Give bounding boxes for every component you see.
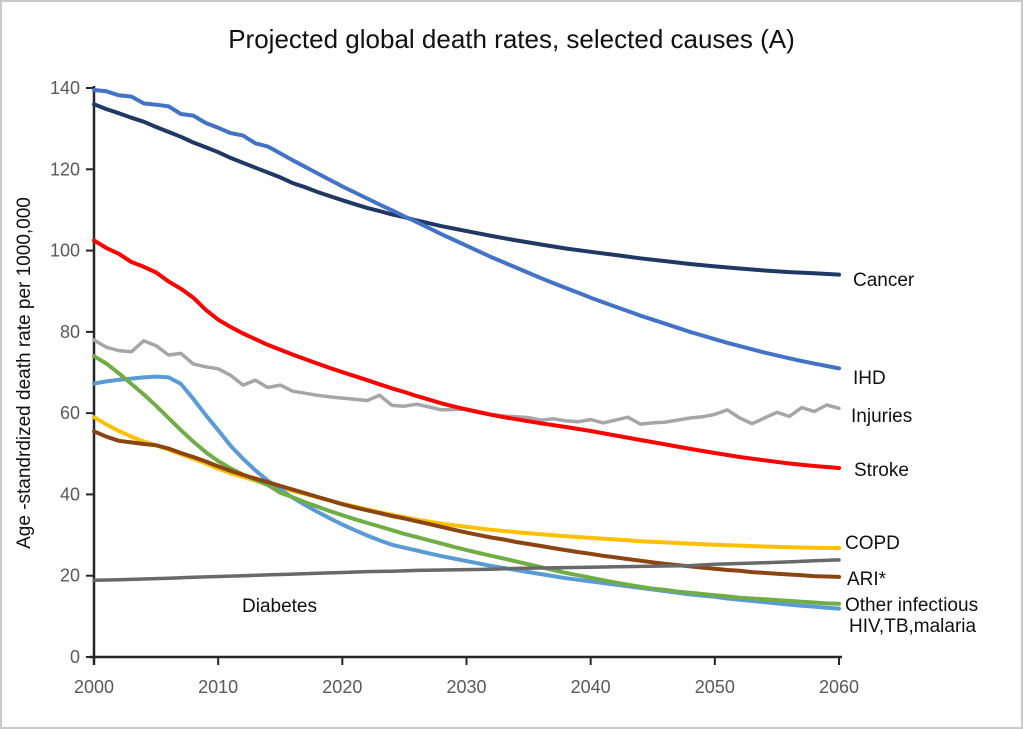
- series-label-injuries: Injuries: [851, 406, 912, 427]
- y-tick-label-100: 100: [50, 241, 80, 261]
- x-tick-label-2050: 2050: [695, 677, 735, 697]
- y-tick-label-80: 80: [60, 322, 80, 342]
- series-label-stroke: Stroke: [854, 460, 909, 481]
- x-tick-label-2060: 2060: [819, 677, 859, 697]
- x-tick-label-2020: 2020: [322, 677, 362, 697]
- x-tick-label-2000: 2000: [74, 677, 114, 697]
- series-line-ari: [92, 429, 841, 579]
- series-label-ari: ARI*: [847, 569, 887, 590]
- series-label-hiv-tb-malaria: HIV,TB,malaria: [849, 616, 976, 637]
- series-line-copd: [92, 415, 841, 551]
- series-label-copd: COPD: [845, 533, 900, 554]
- series-label-diabetes: Diabetes: [242, 596, 317, 617]
- series-line-cancer: [92, 102, 841, 277]
- x-tick-label-2040: 2040: [571, 677, 611, 697]
- x-tick-label-2030: 2030: [446, 677, 486, 697]
- y-tick-label-0: 0: [70, 647, 80, 667]
- x-tick-label-2010: 2010: [198, 677, 238, 697]
- series-line-other-infectious: [92, 354, 841, 606]
- series-label-ihd: IHD: [853, 368, 886, 389]
- y-axis-title: Age -standrdized death rate per 1000,000: [14, 197, 35, 549]
- series-line-diabetes: [92, 558, 841, 582]
- y-tick-label-140: 140: [50, 78, 80, 98]
- y-tick-label-20: 20: [60, 566, 80, 586]
- y-tick-label-60: 60: [60, 403, 80, 423]
- series-label-cancer: Cancer: [853, 270, 915, 291]
- y-tick-label-120: 120: [50, 159, 80, 179]
- y-tick-label-40: 40: [60, 484, 80, 504]
- series-line-ihd: [92, 88, 841, 371]
- series-line-stroke: [92, 238, 841, 470]
- chart-title: Projected global death rates, selected c…: [228, 24, 795, 54]
- series-label-other-infectious: Other infectious: [845, 595, 978, 616]
